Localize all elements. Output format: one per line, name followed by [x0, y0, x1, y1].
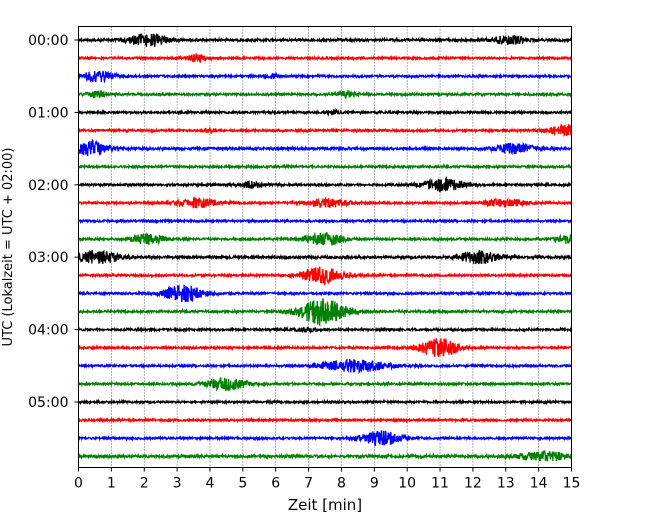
y-tick-label: 03:00: [28, 250, 68, 266]
x-tick-label: 10: [398, 476, 416, 492]
x-axis-ticks: 0 1 2 3 4 5 6 7 8 9 10 11 12 13 14 15: [74, 467, 581, 492]
trace-row-3: [78, 89, 573, 100]
trace-row-9: [77, 196, 573, 209]
x-tick-label: 14: [530, 476, 548, 492]
x-tick-label: 7: [304, 476, 313, 492]
trace-row-2: [77, 70, 572, 84]
plot-frame: [78, 26, 572, 468]
x-tick-label: 9: [370, 476, 379, 492]
y-tick-label: 01:00: [28, 105, 68, 121]
trace-row-19: [77, 377, 573, 392]
x-tick-label: 8: [337, 476, 346, 492]
x-tick-label: 11: [431, 476, 449, 492]
trace-row-16: [77, 326, 573, 334]
trace-row-5: [78, 123, 573, 138]
x-tick-label: 1: [107, 476, 116, 492]
trace-row-13: [78, 266, 573, 286]
x-tick-label: 12: [464, 476, 482, 492]
trace-row-22: [78, 430, 572, 447]
trace-row-10: [78, 217, 572, 225]
x-tick-label: 15: [563, 476, 581, 492]
trace-row-21: [77, 416, 573, 424]
y-tick-label: 05:00: [28, 395, 68, 411]
trace-row-12: [77, 249, 572, 265]
trace-row-8: [77, 175, 572, 194]
trace-row-23: [77, 449, 573, 462]
trace-row-20: [77, 398, 572, 406]
y-axis-label: UTC (Lokalzeit = UTC + 02:00): [1, 148, 16, 347]
trace-row-14: [77, 283, 573, 303]
trace-row-11: [77, 231, 573, 246]
trace-row-7: [78, 163, 572, 171]
y-tick-label: 04:00: [28, 323, 68, 339]
trace-row-15: [78, 298, 572, 328]
seismic-traces: [77, 32, 573, 462]
trace-row-1: [78, 53, 572, 64]
trace-row-18: [78, 359, 573, 375]
x-tick-label: 2: [140, 476, 149, 492]
trace-row-17: [77, 338, 573, 357]
x-tick-label: 3: [173, 476, 182, 492]
x-tick-label: 4: [206, 476, 215, 492]
x-axis-label: Zeit [min]: [288, 496, 362, 514]
trace-row-4: [78, 107, 572, 117]
trace-row-0: [78, 32, 573, 48]
y-axis-ticks: 00:00 01:00 02:00 03:00 04:00 05:00: [28, 33, 79, 411]
trace-row-6: [77, 138, 573, 157]
x-tick-label: 5: [238, 476, 247, 492]
x-tick-label: 0: [74, 476, 83, 492]
x-tick-label: 13: [497, 476, 515, 492]
y-tick-label: 00:00: [28, 33, 68, 49]
y-tick-label: 02:00: [28, 178, 68, 194]
x-tick-label: 6: [271, 476, 280, 492]
